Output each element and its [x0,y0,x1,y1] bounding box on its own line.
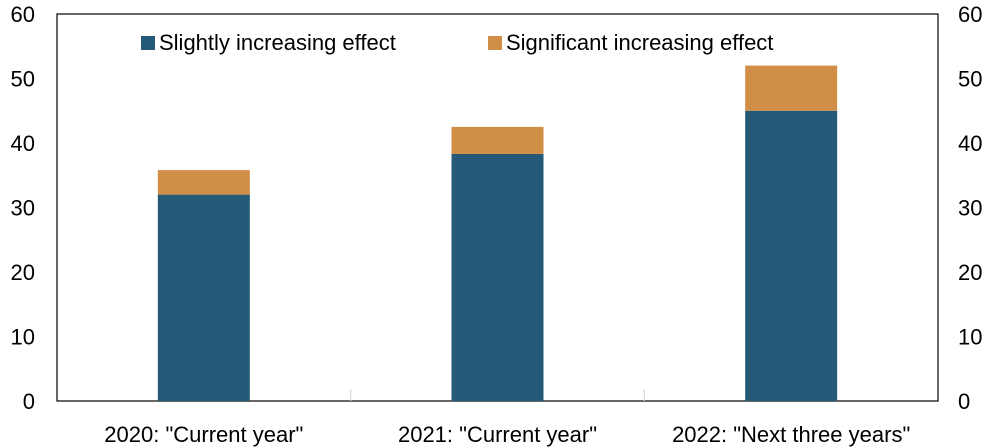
legend-label-significant: Significant increasing effect [506,30,773,55]
bar-significant-2 [745,65,838,111]
bar-slightly-0 [157,194,250,401]
y-tick-left: 0 [23,389,35,414]
y-tick-right: 30 [958,196,982,221]
x-category-label: 2021: "Current year" [398,422,597,447]
y-tick-right: 60 [958,2,982,27]
bar-significant-0 [157,170,250,195]
legend-swatch-significant [488,36,502,50]
bar-significant-1 [451,126,544,154]
y-tick-right: 20 [958,260,982,285]
y-tick-left: 10 [11,325,35,350]
legend-label-slightly: Slightly increasing effect [159,30,396,55]
y-tick-left: 50 [11,67,35,92]
y-tick-right: 0 [958,389,970,414]
y-tick-left: 30 [11,196,35,221]
y-tick-left: 40 [11,131,35,156]
y-tick-right: 40 [958,131,982,156]
y-tick-right: 50 [958,67,982,92]
legend-swatch-slightly [141,36,155,50]
y-tick-left: 20 [11,260,35,285]
y-tick-right: 10 [958,325,982,350]
bar-slightly-1 [451,153,544,401]
bar-slightly-2 [745,110,838,401]
y-tick-left: 60 [11,2,35,27]
x-category-label: 2020: "Current year" [104,422,303,447]
x-category-label: 2022: "Next three years" [672,422,910,447]
